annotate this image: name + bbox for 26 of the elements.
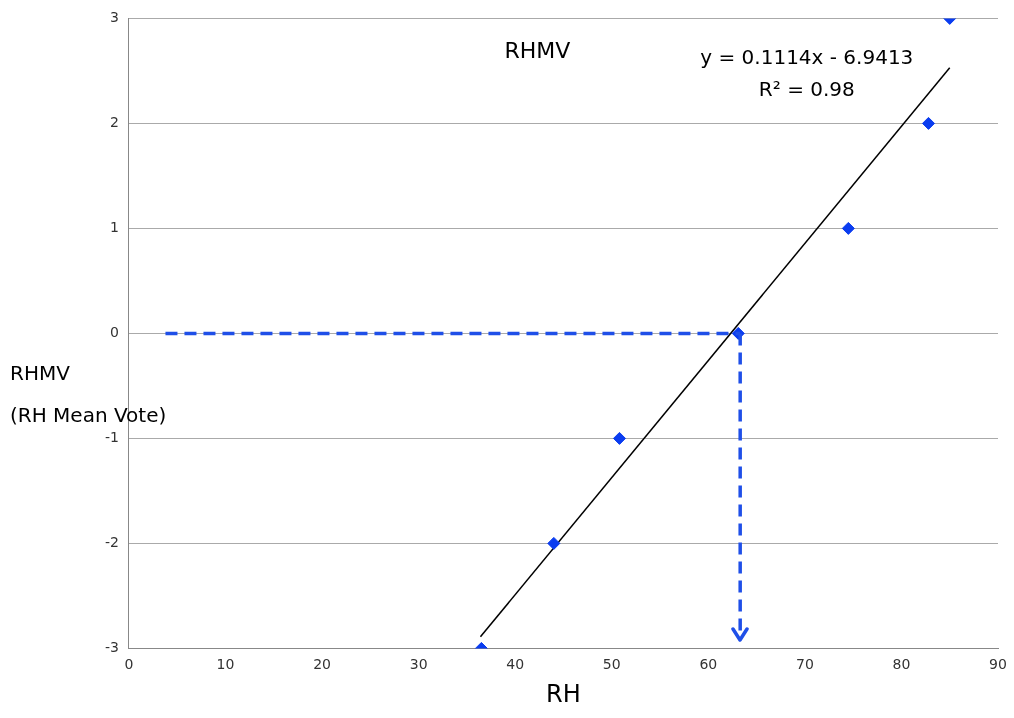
y-tick-label: -2 [104,534,119,551]
x-tick-label: 20 [313,656,331,673]
point [547,536,561,550]
annotation: y = 0.1114x - 6.9413 [700,44,914,69]
annotation: R² = 0.98 [758,76,855,101]
y-tick-label: -3 [104,639,119,656]
x-tick-label: 40 [506,656,525,673]
point [841,221,855,235]
y-axis-title: RHMV (RH Mean Vote) [10,361,167,427]
x-tick-label: 0 [124,656,134,673]
annotation: RHMV [504,38,571,64]
x-tick-label: 70 [795,656,814,673]
x-axis-title: RH [546,679,581,708]
x-tick-label: 50 [602,656,621,673]
point [921,116,935,130]
y-tick-label: 0 [110,324,119,341]
x-tick-label: 10 [216,656,235,673]
x-tick-label: 90 [989,656,1007,673]
y-tick-label: 1 [110,219,119,236]
x-tick-label: 80 [892,656,911,673]
y-tick-label: 2 [110,114,119,131]
x-tick-label: 30 [409,656,428,673]
x-tick-label: 60 [699,656,718,673]
point [612,431,626,445]
y-tick-label: 3 [110,9,119,26]
y-tick-label: -1 [104,429,119,446]
